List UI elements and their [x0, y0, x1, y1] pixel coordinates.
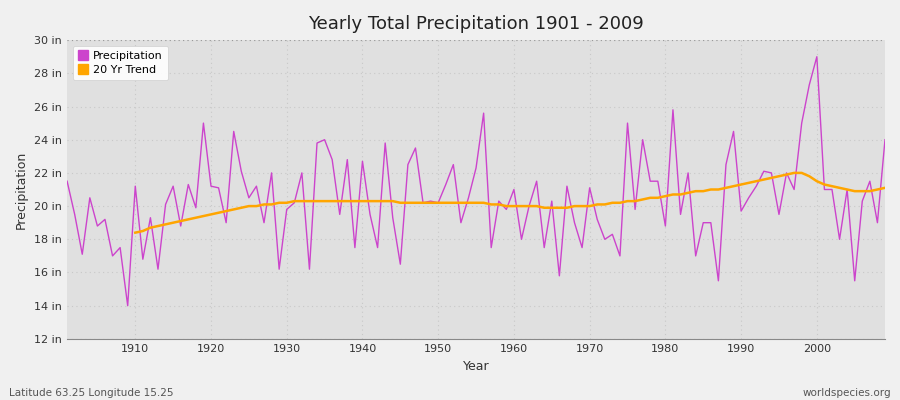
X-axis label: Year: Year: [463, 360, 490, 373]
Legend: Precipitation, 20 Yr Trend: Precipitation, 20 Yr Trend: [73, 46, 168, 80]
Title: Yearly Total Precipitation 1901 - 2009: Yearly Total Precipitation 1901 - 2009: [308, 15, 644, 33]
Y-axis label: Precipitation: Precipitation: [15, 150, 28, 229]
Text: worldspecies.org: worldspecies.org: [803, 388, 891, 398]
Text: Latitude 63.25 Longitude 15.25: Latitude 63.25 Longitude 15.25: [9, 388, 174, 398]
